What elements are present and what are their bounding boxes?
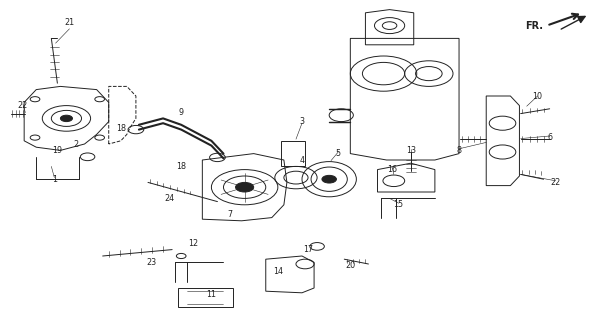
- Text: 4: 4: [300, 156, 304, 164]
- Text: 24: 24: [164, 194, 174, 203]
- Text: 9: 9: [179, 108, 184, 116]
- Text: 19: 19: [53, 146, 62, 155]
- Text: 10: 10: [533, 92, 542, 100]
- Text: 1: 1: [52, 175, 57, 184]
- Text: 3: 3: [300, 117, 304, 126]
- Text: 21: 21: [65, 18, 74, 27]
- Text: 11: 11: [207, 290, 216, 299]
- Text: 5: 5: [336, 149, 341, 158]
- Text: 22: 22: [18, 101, 28, 110]
- Text: 15: 15: [394, 200, 403, 209]
- Text: 8: 8: [457, 146, 461, 155]
- Text: 18: 18: [116, 124, 126, 132]
- Text: 23: 23: [146, 258, 156, 267]
- Text: FR.: FR.: [525, 20, 544, 31]
- Circle shape: [236, 182, 254, 192]
- Text: 7: 7: [227, 210, 232, 219]
- Text: 22: 22: [551, 178, 561, 187]
- Circle shape: [60, 115, 72, 122]
- Circle shape: [322, 175, 336, 183]
- Text: 2: 2: [73, 140, 78, 148]
- Text: 16: 16: [388, 165, 397, 174]
- Text: 6: 6: [547, 133, 552, 142]
- Text: 17: 17: [303, 245, 313, 254]
- Text: 18: 18: [176, 162, 186, 171]
- Text: 14: 14: [273, 268, 283, 276]
- Text: 20: 20: [345, 261, 355, 270]
- Text: 12: 12: [188, 239, 198, 248]
- Text: 13: 13: [406, 146, 416, 155]
